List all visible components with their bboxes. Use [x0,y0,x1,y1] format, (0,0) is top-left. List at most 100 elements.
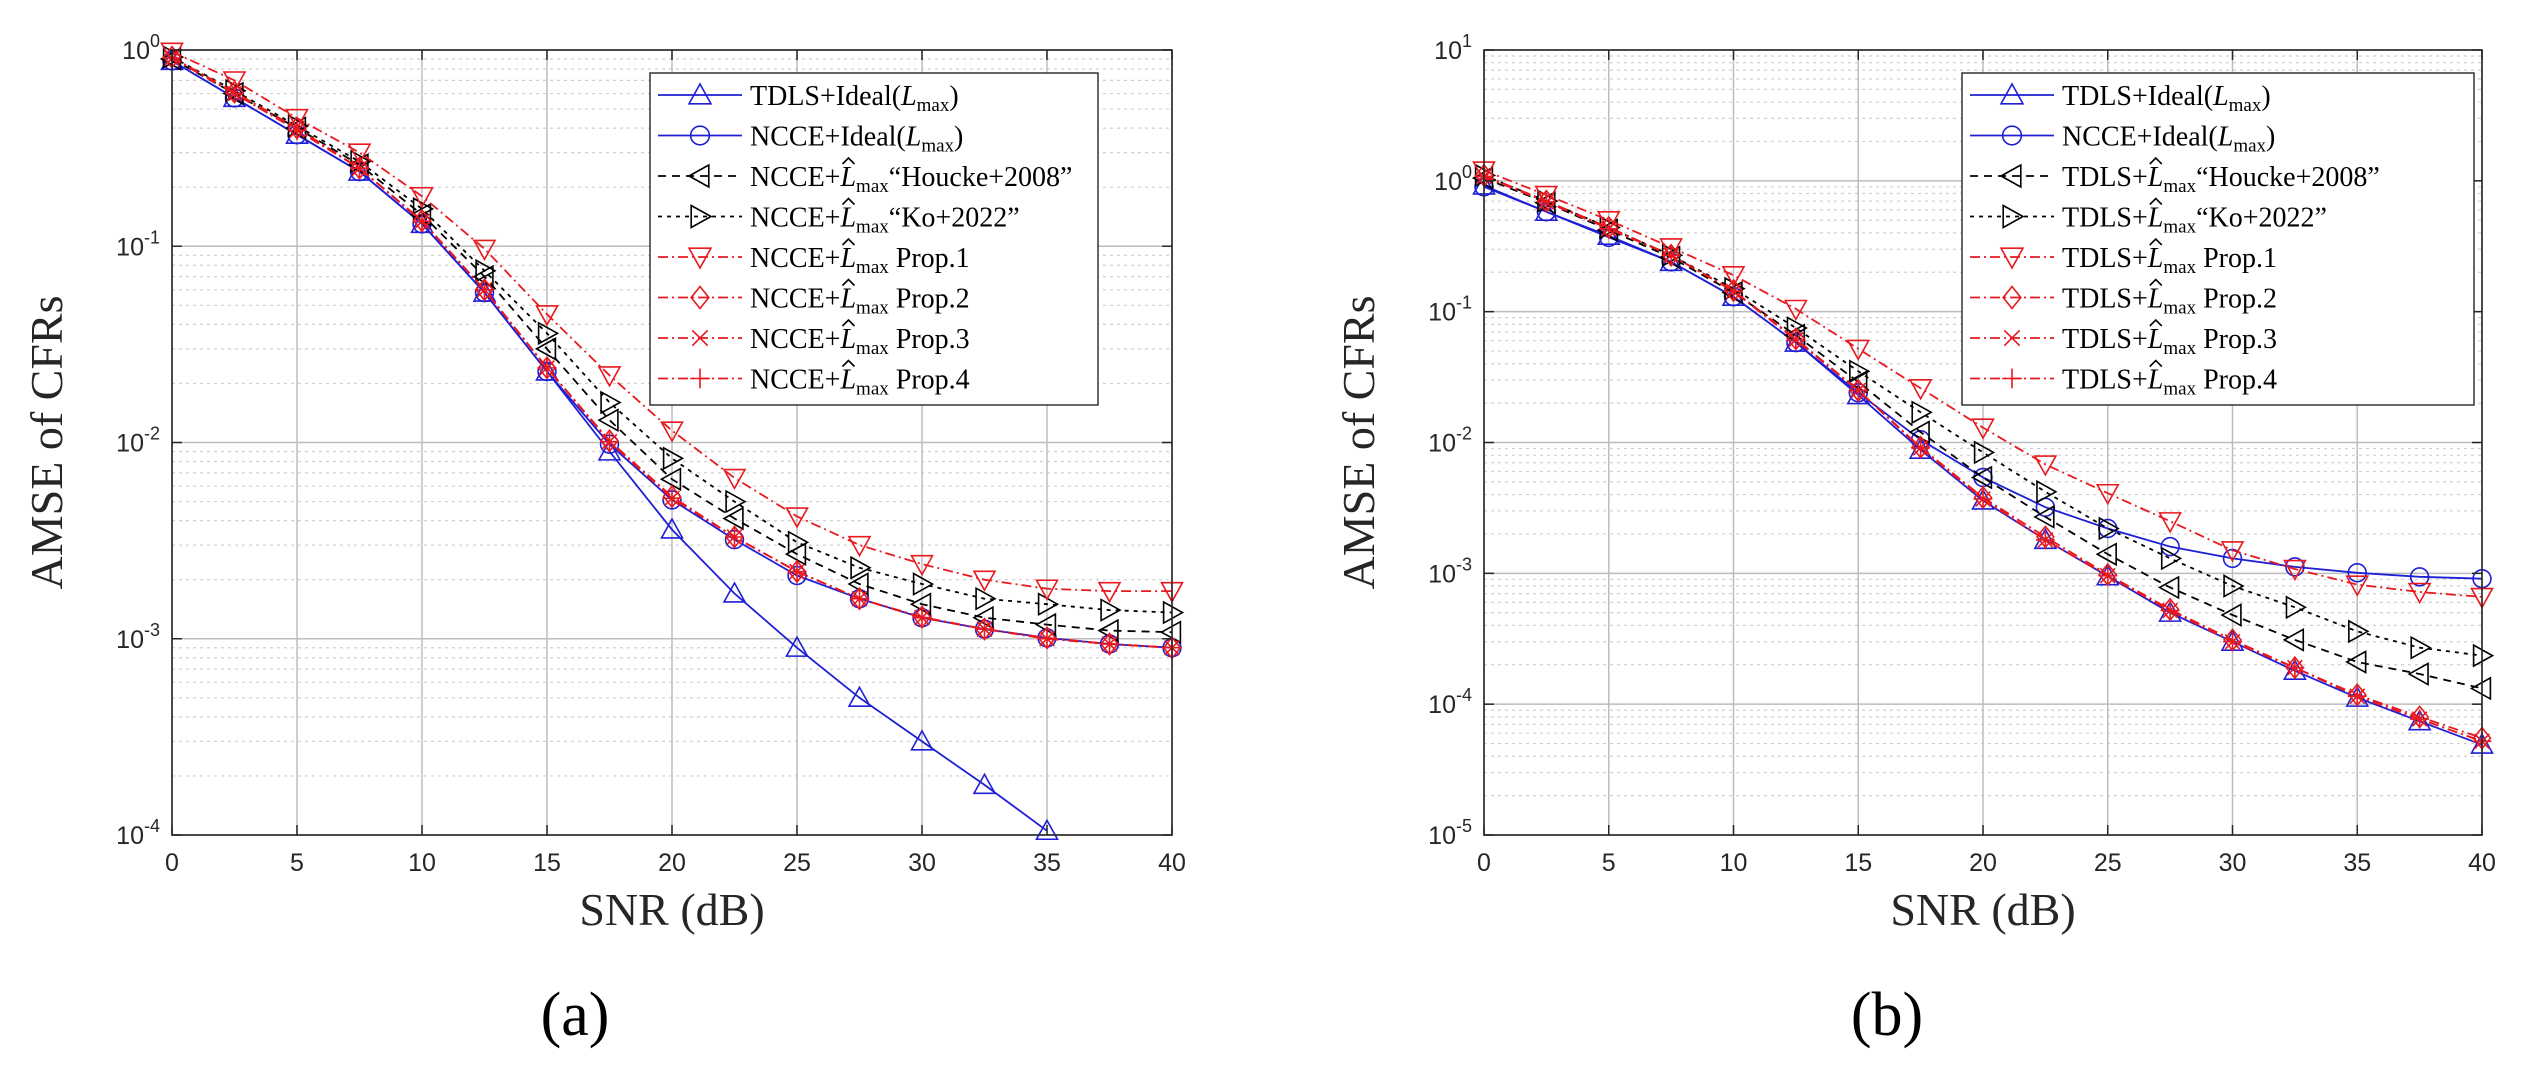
data-point [597,366,622,388]
data-point [2348,619,2370,644]
data-point [1035,579,1059,601]
data-point [1037,592,1060,617]
data-point [722,468,747,491]
x-tick-label: 15 [1844,849,1872,877]
data-point [2223,632,2242,652]
data-point [850,555,872,580]
data-point [912,605,932,629]
data-point [1786,330,1806,350]
y-tick-label: 100 [122,31,160,65]
legend-marker [687,247,713,270]
data-point [1162,600,1185,625]
data-point [787,562,807,581]
x-tick-label: 10 [1720,849,1748,877]
hat-accent [841,156,856,165]
series-group [159,42,1185,841]
data-point [975,586,997,611]
data-point [2285,658,2305,678]
data-point [722,581,747,603]
legend-marker [1999,247,2025,270]
data-point [1971,418,1995,440]
x-tick-label: 40 [1158,849,1186,877]
data-point [410,186,434,209]
y-tick-label: 10-1 [1428,293,1472,327]
data-point [2469,676,2492,701]
series-line-5 [1483,169,2483,598]
series-line-3 [171,58,1173,634]
chart-panel-2: 0 5 10 15 20 25 30 35 40 101 100 10-1 10-2 10-3 10-4 10… [1333,31,2496,1049]
data-point [2220,541,2245,563]
data-point [1599,219,1619,239]
data-point [2409,567,2430,587]
data-point [225,84,244,103]
data-point [725,489,747,514]
data-point [1661,245,1681,265]
data-point [1100,634,1119,654]
axes-frame [171,49,1173,836]
data-point [535,305,559,327]
data-point [912,608,932,628]
data-point [662,446,685,471]
series-line-4 [171,56,1173,614]
data-point [975,617,994,641]
data-point [2347,686,2367,706]
data-point [1721,265,1746,288]
data-point [2095,483,2120,506]
data-point [537,321,560,346]
data-point [1661,243,1681,268]
hat-accent [841,278,856,287]
data-point [2410,709,2430,729]
data-point [910,554,934,577]
data-point [1973,489,1993,509]
data-point [2157,575,2180,600]
data-point [1100,598,1122,622]
data-point [2407,582,2432,605]
data-point [847,685,872,708]
data-point [2283,559,2307,582]
data-point [1908,379,1933,401]
legend-entry-label: NCCE+Ideal(Lmax) [2062,122,2275,157]
y-tick-label: 10-5 [1428,816,1472,850]
legend-entry-label: TDLS+Ideal(Lmax) [750,81,959,116]
data-point [475,278,494,302]
legend-entry-label: TDLS+Lmax“Ko+2022” [2062,203,2327,238]
legend-marker [2002,368,2022,389]
data-point [350,158,369,178]
legend: TDLS+Ideal(Lmax) NCCE+Ideal(Lmax) TDLS+Lma… [1961,72,2475,406]
legend-entry-label: NCCE+Lmax“Houcke+2008” [750,162,1073,197]
series-line-5 [171,50,1172,592]
data-point [850,589,869,609]
legend-entry-label: NCCE+Lmax Prop.1 [750,243,970,278]
data-point [600,390,622,415]
hat-accent [2149,278,2163,287]
y-tick-label: 10-4 [1428,685,1472,719]
y-tick-label: 10-1 [116,227,160,261]
y-axis-label: AMSE of CFRs [21,296,72,590]
data-point [1037,626,1057,650]
data-point [1097,581,1122,604]
hat-accent [2149,237,2163,246]
data-point [600,432,619,452]
axes-frame [1483,49,2483,836]
x-tick-label: 5 [290,849,304,877]
data-point [1846,339,1871,361]
data-point [975,619,994,639]
x-tick-label: 10 [408,849,436,877]
hat-accent [2149,197,2163,206]
data-point [972,772,997,795]
data-point [1536,189,1556,213]
legend-marker [690,204,713,229]
data-point [2158,512,2182,534]
data-point [787,530,810,555]
x-tick-label: 5 [1602,849,1616,877]
data-point [225,78,247,103]
legend: TDLS+Ideal(Lmax) NCCE+Ideal(Lmax) NCCE+Lma… [649,72,1099,406]
legend-entry-label: NCCE+Lmax“Ko+2022” [750,203,1020,238]
data-point [350,156,369,180]
data-point [1911,400,1933,425]
legend-box [649,72,1099,406]
data-point [2035,530,2055,550]
data-point [475,280,494,300]
y-tick-label: 10-3 [1428,554,1472,588]
legend-entry-label: NCCE+Lmax Prop.3 [750,324,970,359]
